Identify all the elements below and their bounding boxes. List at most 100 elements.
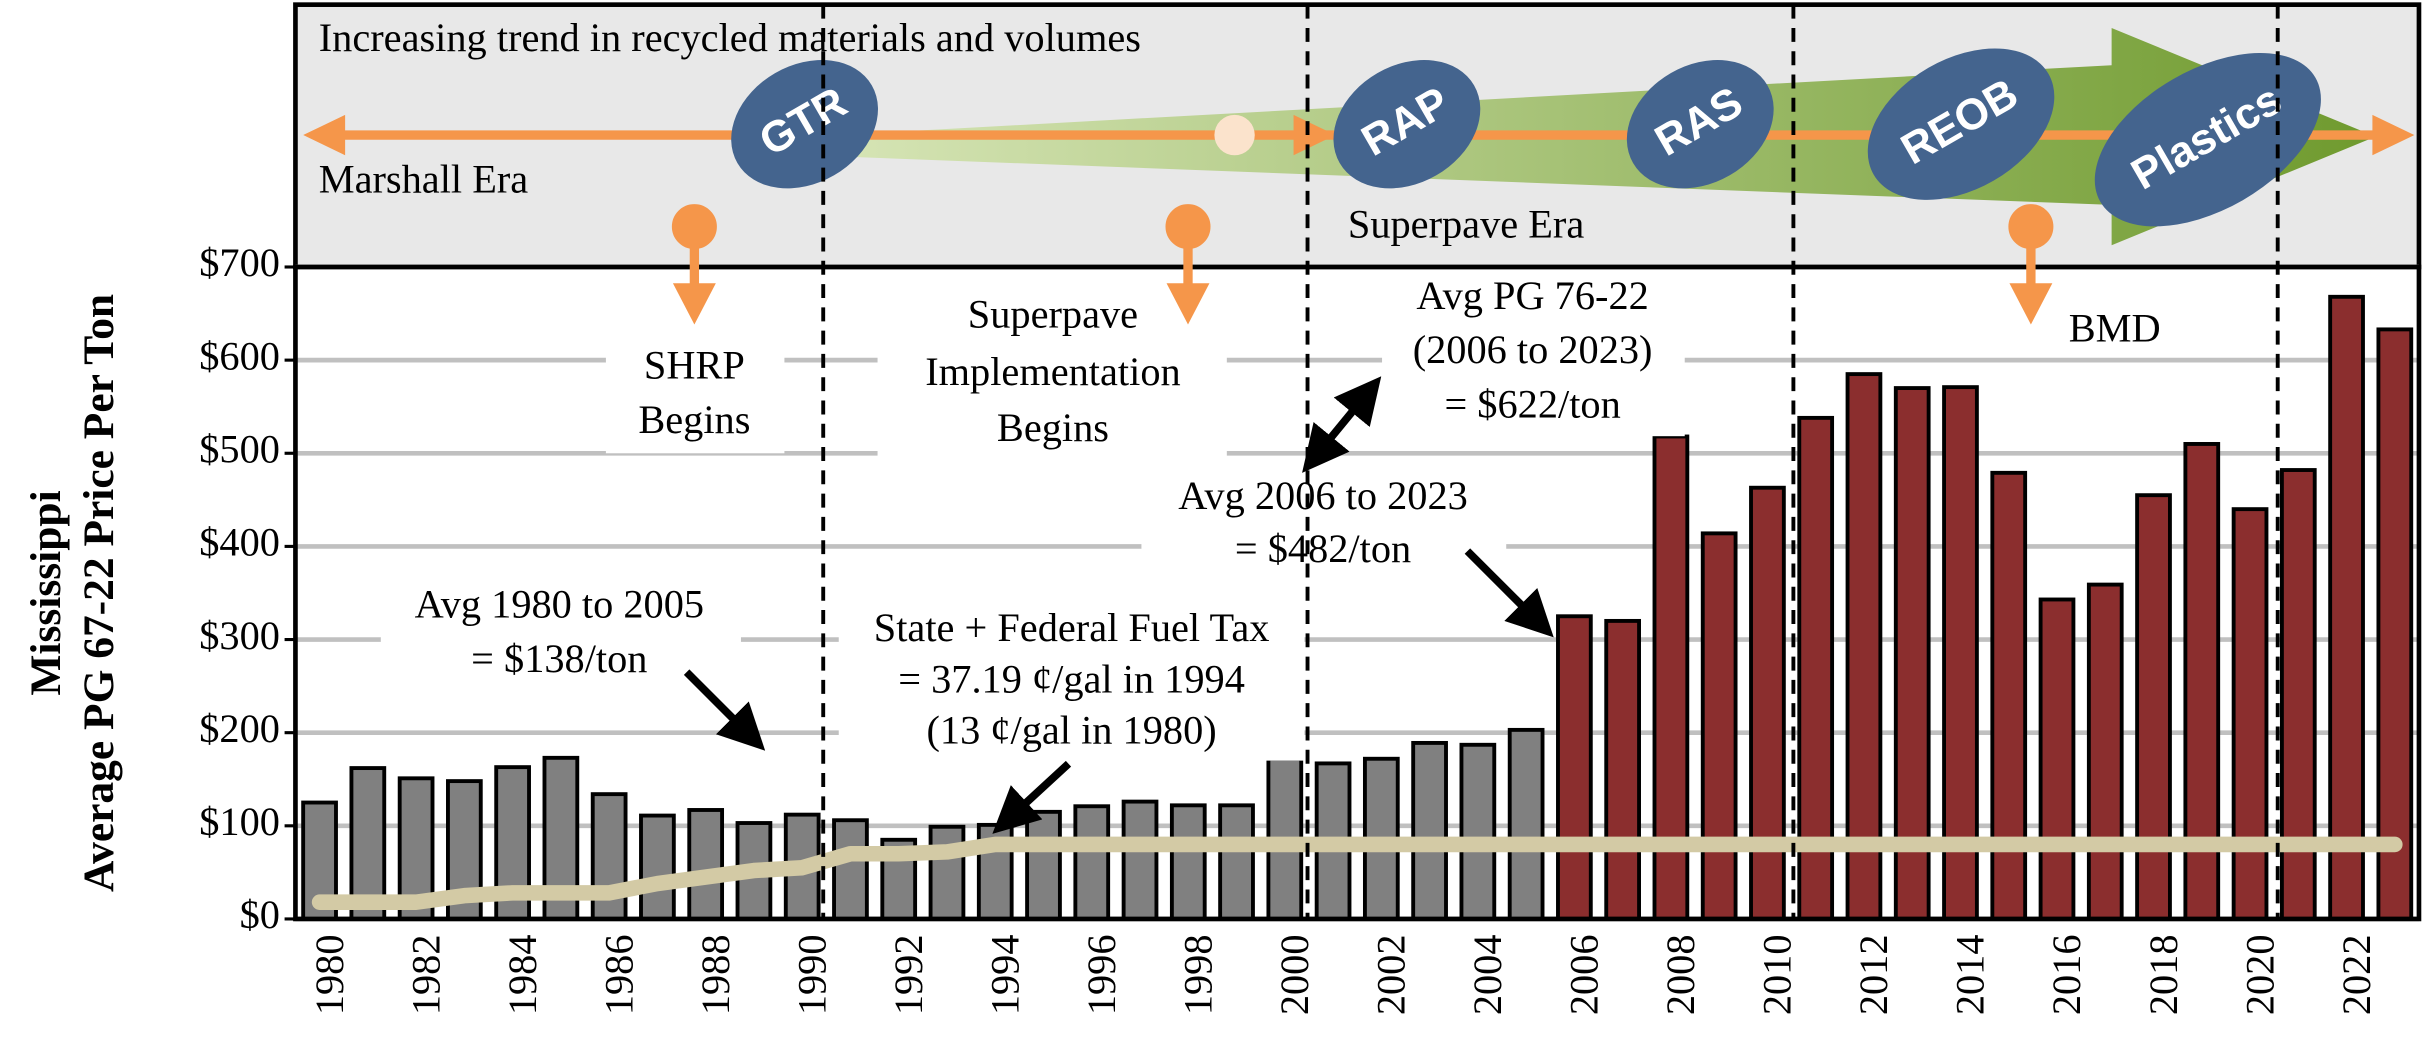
bar [1749, 485, 1786, 921]
bar [1025, 809, 1062, 921]
callout-arrows [683, 376, 1554, 834]
y-axis-label: Mississippi [22, 490, 70, 695]
annotations: SHRP Begins Superpave Implementation Beg… [22, 4, 2280, 919]
label-bg [380, 582, 741, 691]
y-tick-label: $300 [199, 613, 280, 658]
x-tick-label: 1988 [693, 934, 738, 1015]
x-tick-label: 1994 [982, 934, 1027, 1015]
annotation: Avg 2006 to 2023 [1178, 473, 1468, 518]
y-tick-label: $0 [240, 892, 280, 937]
bar [832, 818, 869, 921]
x-tick-label: 1984 [500, 934, 545, 1015]
bar [1700, 531, 1738, 921]
bar [2231, 507, 2269, 921]
bar [1797, 415, 1835, 921]
material: REOB [1867, 48, 2055, 200]
bar [2135, 493, 2172, 921]
era-label: Superpave Era [1348, 201, 1584, 246]
bar [1604, 618, 1641, 921]
x-tick-label: 1996 [1079, 934, 1124, 1015]
x-tick-label: 2016 [2044, 934, 2089, 1015]
plot: $0 $100 $200 $300 $400 $500 $600 $700 1980 1982 19… [199, 240, 2422, 1015]
y-tick-label: $400 [199, 520, 280, 565]
x-tick-label: 1986 [596, 934, 641, 1015]
x-tick-label: 1992 [886, 934, 931, 1015]
event-label: Begins [997, 405, 1109, 450]
x-tick-label: 1998 [1176, 934, 1221, 1015]
event-label: Implementation [925, 349, 1180, 394]
label-bg [1382, 271, 1685, 437]
y-tick-label: $100 [199, 799, 280, 844]
material: RAP [1333, 60, 1481, 189]
material: Plastics [2094, 53, 2321, 227]
label-bg [877, 287, 1227, 458]
bar [1893, 386, 1931, 921]
timeline-title: Increasing trend in recycled materials a… [319, 15, 1141, 60]
arrow-head [2372, 114, 2415, 156]
label-bg [605, 341, 785, 454]
x-tick-label: 1980 [307, 934, 352, 1015]
bar [1218, 803, 1255, 921]
x-tick-label: 2002 [1369, 934, 1414, 1015]
y-axis-label: Average PG 67-22 Price Per Ton [75, 294, 123, 892]
timeline-panel: Increasing trend in recycled materials a… [293, 2, 2422, 270]
x-tick-label: 2020 [2237, 934, 2282, 1015]
arrow-head [1293, 114, 1336, 156]
bar [1073, 804, 1111, 921]
x-tick-label: 2014 [1948, 934, 1993, 1015]
bar [928, 824, 966, 921]
event-label: SHRP [644, 343, 745, 388]
annotation: = 37.19 ¢/gal in 1994 [898, 656, 1245, 701]
bar [1507, 727, 1545, 921]
bar [2328, 294, 2365, 921]
material: GTR [731, 60, 878, 189]
material: RAS [1626, 60, 1774, 189]
fuel-tax-line [311, 836, 2403, 910]
x-tick-label: 1982 [403, 934, 448, 1015]
x-tick-label: 2018 [2141, 934, 2186, 1015]
bar [1845, 372, 1883, 921]
era-marker [1214, 114, 1255, 156]
bar [687, 808, 725, 921]
event-label: Superpave [968, 291, 1138, 336]
annotation: = $482/ton [1235, 526, 1411, 571]
event-label: Begins [638, 397, 750, 442]
event-pins [671, 204, 2054, 325]
x-tick-label: 1990 [789, 934, 834, 1015]
x-tick-label: 2006 [1562, 934, 1607, 1015]
y-tick-label: $200 [199, 706, 280, 751]
x-tick-label: 2004 [1465, 934, 1510, 1015]
bar [639, 813, 676, 921]
bar [1556, 614, 1593, 921]
y-tick-label: $600 [199, 333, 280, 378]
arrow-head [303, 114, 346, 156]
y-tick-label: $500 [199, 427, 280, 472]
annotation: Avg 1980 to 2005 [415, 582, 704, 627]
annotation: = $138/ton [471, 636, 647, 681]
bar [1942, 385, 1979, 921]
bar [1459, 742, 1497, 921]
annotation: State + Federal Fuel Tax [874, 605, 1270, 650]
x-tick-label: 2000 [1272, 934, 1317, 1015]
y-tick-label: $700 [199, 240, 280, 285]
annotation: (2006 to 2023) [1413, 327, 1653, 372]
annotation: = $622/ton [1444, 382, 1620, 427]
era-label: Marshall Era [319, 156, 529, 201]
bar [2086, 582, 2124, 921]
x-tick-label: 2010 [1755, 934, 1800, 1015]
bar [1121, 799, 1159, 921]
label-bg [1141, 473, 1507, 580]
x-tick-label: 2008 [1658, 934, 1703, 1015]
label-bg [838, 605, 1305, 761]
annotation: (13 ¢/gal in 1980) [926, 707, 1216, 752]
era-dividers [821, 4, 2280, 919]
bar [2038, 597, 2076, 921]
plot-frame [293, 264, 2422, 922]
bar [1411, 740, 1448, 921]
bar [2376, 327, 2414, 921]
bar [1169, 803, 1207, 921]
x-tick-label: 2012 [1851, 934, 1896, 1015]
x-tick-label: 2022 [2334, 934, 2379, 1015]
